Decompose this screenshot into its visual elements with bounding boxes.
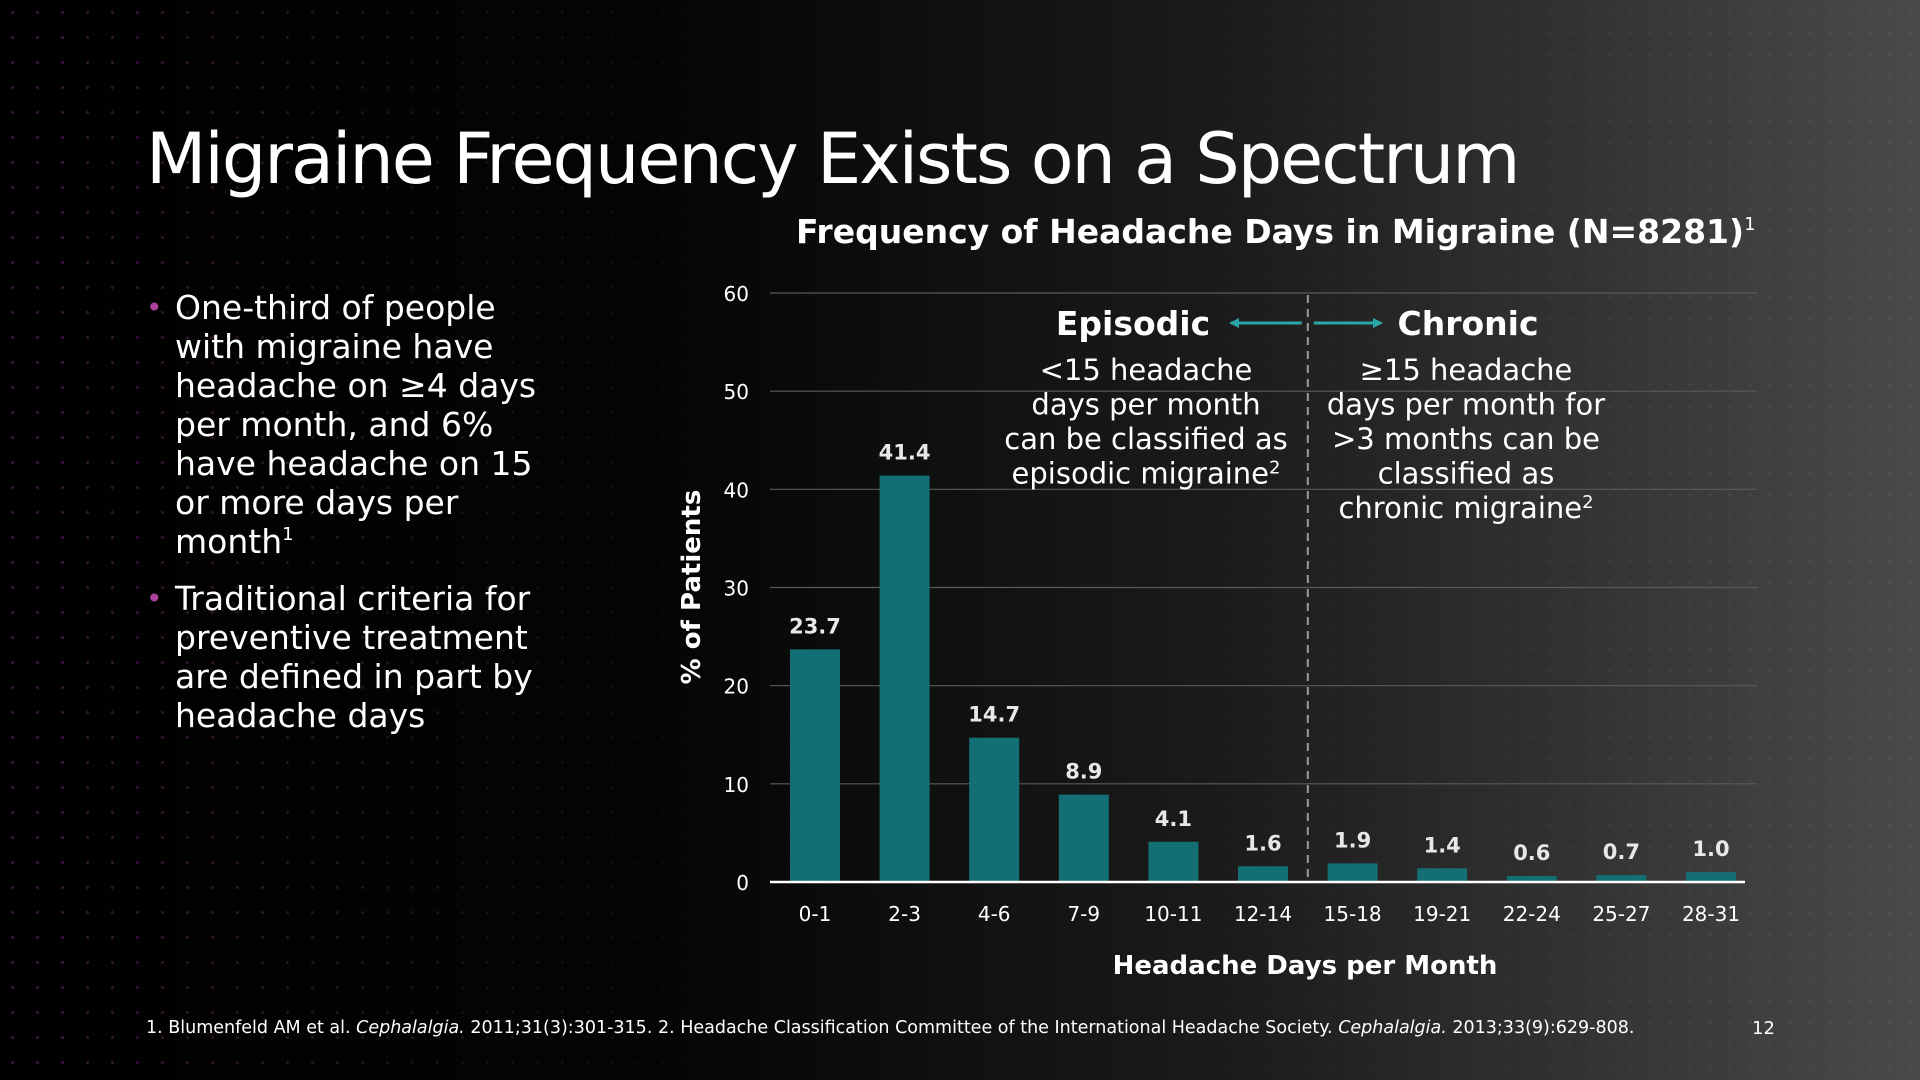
x-tick-label: 4-6 bbox=[978, 902, 1011, 926]
bullet-text: Traditional criteria for preventive trea… bbox=[175, 579, 533, 735]
bullet-item: Traditional criteria for preventive trea… bbox=[146, 579, 566, 735]
page-number: 12 bbox=[1752, 1018, 1775, 1039]
bullet-footnote-mark: 1 bbox=[282, 524, 294, 546]
chart-title: Frequency of Headache Days in Migraine (… bbox=[796, 212, 1756, 251]
footnote-ref1-journal: Cephalalgia. bbox=[356, 1018, 465, 1038]
x-tick-label: 0-1 bbox=[799, 902, 832, 926]
bar-value-label: 41.4 bbox=[879, 441, 931, 465]
slide-title: Migraine Frequency Exists on a Spectrum bbox=[146, 118, 1520, 200]
bullet-list: One-third of people with migraine have h… bbox=[146, 288, 566, 753]
bullet-text: One-third of people with migraine have h… bbox=[175, 288, 537, 561]
chart-title-footnote-mark: 1 bbox=[1744, 214, 1756, 236]
bar bbox=[879, 475, 930, 882]
bar-value-label: 14.7 bbox=[968, 703, 1020, 727]
footnote-ref2-journal: Cephalalgia. bbox=[1338, 1018, 1447, 1038]
x-tick-label: 2-3 bbox=[888, 902, 921, 926]
footnote-references: 1. Blumenfeld AM et al. Cephalalgia. 201… bbox=[146, 1018, 1634, 1038]
bullet-item: One-third of people with migraine have h… bbox=[146, 288, 566, 561]
chart-title-text: Frequency of Headache Days in Migraine (… bbox=[796, 212, 1745, 251]
bar bbox=[969, 737, 1020, 882]
footnote-ref1-pre: 1. Blumenfeld AM et al. bbox=[146, 1018, 357, 1038]
background-dot-pattern-right bbox=[1020, 0, 1920, 1080]
footnote-ref1-post: 2011;31(3):301-315. 2. Headache Classifi… bbox=[464, 1018, 1339, 1038]
footnote-ref2-post: 2013;33(9):629-808. bbox=[1446, 1018, 1635, 1038]
